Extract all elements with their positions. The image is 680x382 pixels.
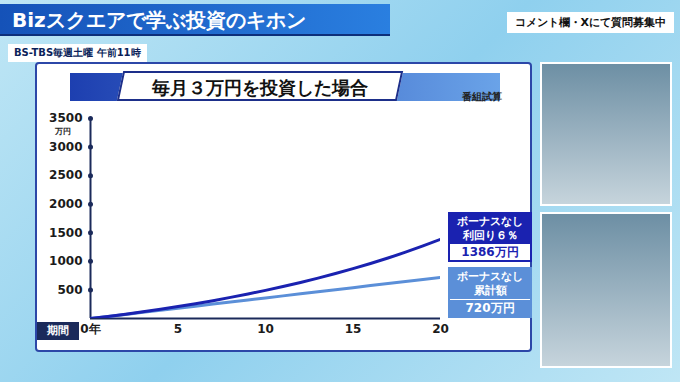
svg-text:2000: 2000 (49, 197, 82, 211)
html-text:720万円: 720万円 (465, 300, 515, 315)
svg-text:20: 20 (432, 322, 449, 336)
svg-text:1500: 1500 (49, 226, 82, 240)
html-text:コメント欄・Xにて質問募集中: コメント欄・Xにて質問募集中 (514, 16, 666, 29)
svg-text:3000: 3000 (49, 140, 82, 154)
html-text:ボーナスなし: ボーナスなし (457, 214, 523, 228)
html-text:期間: 期間 (47, 324, 69, 337)
svg-text:15: 15 (345, 322, 362, 336)
html-text:累計額: 累計額 (473, 283, 507, 297)
html-text:Bizスクエアで学ぶ投資のキホン: Bizスクエアで学ぶ投資のキホン (12, 8, 306, 32)
html-text:BS-TBS毎週土曜 午前11時: BS-TBS毎週土曜 午前11時 (14, 47, 141, 58)
html-text:1386万円: 1386万円 (461, 244, 519, 259)
svg-text:3500: 3500 (49, 111, 82, 125)
svg-text:0年: 0年 (80, 322, 100, 336)
html-text:利回り６％: 利回り６％ (462, 228, 518, 242)
html-text:番組試算: 番組試算 (462, 91, 502, 102)
html-text:万円: 万円 (55, 127, 71, 136)
svg-text:500: 500 (57, 283, 82, 297)
svg-text:10: 10 (257, 322, 274, 336)
svg-text:1000: 1000 (49, 254, 82, 268)
svg-text:5: 5 (174, 322, 182, 336)
html-text:毎月３万円を投資した場合: 毎月３万円を投資した場合 (151, 77, 368, 98)
html-text:ボーナスなし: ボーナスなし (457, 269, 523, 283)
svg-text:2500: 2500 (49, 168, 82, 182)
